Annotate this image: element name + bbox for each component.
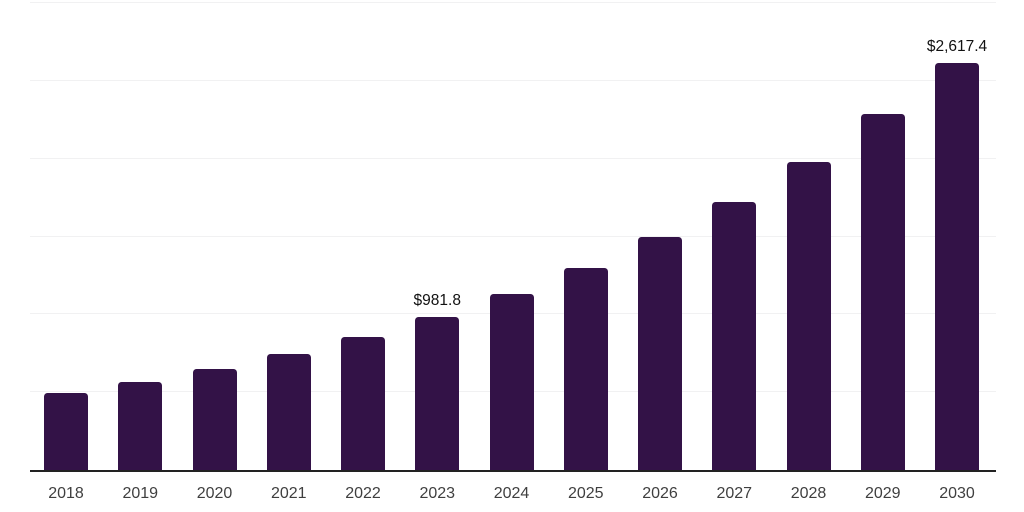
- bar: [935, 62, 979, 470]
- x-axis-label: 2030: [939, 485, 975, 502]
- bar-group-2030: $2,617.4 2030: [927, 3, 987, 502]
- bar-group-2019: 2019: [118, 3, 163, 502]
- value-label: $981.8: [413, 292, 461, 310]
- plot-area: 2018 2019 2020 2021 2022 $981.8 2023 2024 2025 20…: [30, 2, 996, 502]
- bar-group-2029: 2029: [860, 3, 905, 502]
- bar: [489, 294, 534, 470]
- gridline: [30, 79, 996, 81]
- x-axis-label: 2019: [122, 485, 159, 502]
- bars-container: 2018 2019 2020 2021 2022 $981.8 2023 2024 2025 20…: [44, 3, 987, 502]
- bar: [860, 113, 905, 470]
- x-axis-label: 2026: [642, 485, 678, 502]
- gridline: [30, 2, 996, 3]
- bar: [712, 202, 757, 470]
- bar-group-2026: 2026: [638, 3, 682, 502]
- bar-group-2027: 2027: [712, 3, 757, 502]
- bar-group-2021: 2021: [266, 3, 311, 502]
- bar: [266, 354, 311, 470]
- bar: [192, 368, 237, 470]
- bar-group-2020: 2020: [192, 3, 237, 502]
- x-axis-label: 2020: [196, 485, 233, 502]
- bar-group-2025: 2025: [563, 3, 608, 502]
- bar: [563, 267, 608, 470]
- bar-group-2022: 2022: [341, 3, 385, 502]
- bar: [415, 317, 460, 470]
- bar: [118, 381, 163, 470]
- x-axis-label: 2023: [419, 485, 456, 502]
- x-axis-label: 2027: [716, 485, 753, 502]
- x-axis-line: [30, 470, 996, 472]
- x-axis-label: 2028: [790, 485, 827, 502]
- bar-group-2024: 2024: [489, 3, 534, 502]
- gridline: [30, 157, 996, 159]
- x-axis-label: 2018: [48, 485, 84, 502]
- x-axis-label: 2029: [864, 485, 901, 502]
- bar-group-2018: 2018: [44, 3, 88, 502]
- bar: [341, 337, 385, 470]
- bar-group-2023: $981.8 2023: [413, 3, 461, 501]
- x-axis-label: 2025: [567, 485, 604, 502]
- bar: [44, 392, 88, 470]
- x-axis-label: 2024: [493, 485, 530, 502]
- bar: [786, 161, 831, 470]
- value-label: $2,617.4: [926, 37, 988, 55]
- bar: [638, 237, 682, 470]
- x-axis-label: 2021: [270, 485, 307, 502]
- x-axis-label: 2022: [345, 485, 381, 502]
- bar-group-2028: 2028: [786, 3, 831, 502]
- gridline: [30, 235, 996, 237]
